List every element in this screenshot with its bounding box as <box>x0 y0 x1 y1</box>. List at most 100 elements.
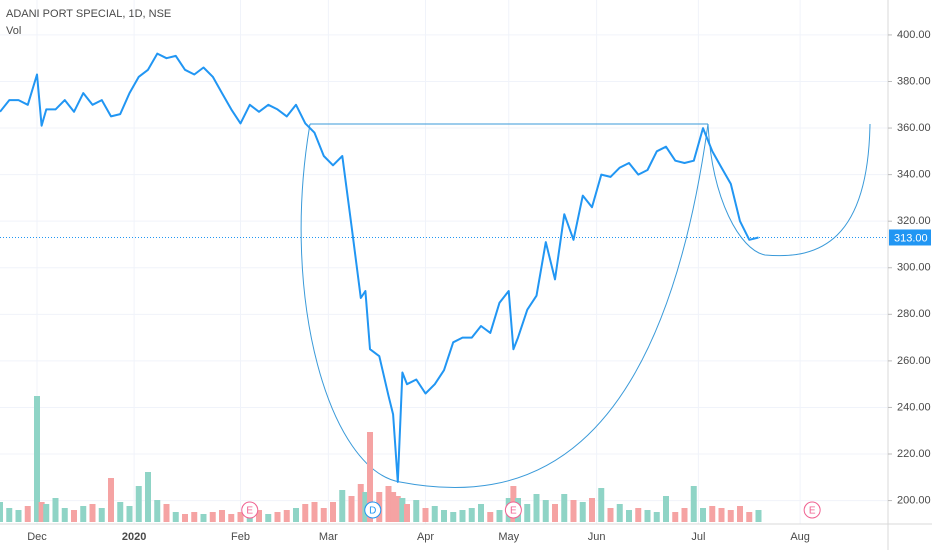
volume-bar <box>737 506 743 522</box>
volume-bar <box>441 510 447 522</box>
cup-drawing <box>300 123 871 489</box>
volume-bar <box>256 510 262 522</box>
y-tick-label: 200.00 <box>897 494 931 506</box>
volume-bar <box>755 510 762 522</box>
event-marker <box>241 501 259 519</box>
volume-bar <box>459 510 466 522</box>
volume-bar <box>108 478 114 522</box>
volume-bar <box>6 508 13 522</box>
volume-bar <box>727 510 734 522</box>
volume-bar <box>15 510 22 522</box>
x-tick-label: Apr <box>417 531 434 543</box>
volume-bar <box>191 512 198 522</box>
volume-bar <box>709 506 716 522</box>
last-price-box <box>889 229 931 246</box>
volume-bar <box>135 486 142 522</box>
event-marker <box>504 501 522 519</box>
volume-bar <box>468 508 475 522</box>
x-tick-label: Mar <box>319 531 338 543</box>
x-tick-label: Aug <box>790 531 810 543</box>
volume-bar <box>34 396 40 522</box>
volume-bar <box>487 512 494 522</box>
volume-bar <box>589 498 595 522</box>
volume-bar <box>496 510 503 522</box>
y-tick-label: 260.00 <box>897 355 931 367</box>
volume-bar <box>413 500 420 522</box>
y-tick-label: 320.00 <box>897 215 931 227</box>
volume-bar <box>237 512 244 522</box>
volume-bar <box>228 514 235 522</box>
volume-bar <box>274 512 281 522</box>
volume-bar <box>265 514 272 522</box>
volume-bar <box>478 504 484 522</box>
volume-bar <box>330 502 336 522</box>
event-label: E <box>510 506 517 517</box>
volume-bar <box>570 500 577 522</box>
y-tick-label: 240.00 <box>897 401 931 413</box>
volume-bar <box>422 508 429 522</box>
volume-bar <box>663 496 669 522</box>
volume-bar <box>71 510 77 522</box>
volume-bar <box>404 504 410 522</box>
volume-bar <box>154 500 161 522</box>
volume-bar <box>542 500 549 522</box>
volume-bar <box>163 504 170 522</box>
volume-bar <box>38 502 45 522</box>
volume-bar <box>182 514 188 522</box>
y-tick-label: 400.00 <box>897 29 931 41</box>
volume-bar <box>644 510 651 522</box>
volume-bar <box>598 488 605 522</box>
y-tick-label: 340.00 <box>897 169 931 181</box>
volume-bar <box>681 508 688 522</box>
volume-bar <box>524 504 531 522</box>
volume-bar <box>302 504 309 522</box>
event-marker <box>364 501 382 519</box>
volume-bar <box>61 508 68 522</box>
x-tick-label: Jul <box>691 531 705 543</box>
volume-bar <box>0 502 3 522</box>
volume-bar <box>616 504 623 522</box>
volume-bar <box>533 494 540 522</box>
volume-bar <box>98 508 105 522</box>
volume-bar <box>579 502 586 522</box>
volume-bar <box>672 512 679 522</box>
y-tick-label: 280.00 <box>897 308 931 320</box>
volume-bar <box>200 514 207 522</box>
event-label: D <box>369 506 376 517</box>
x-tick-label: Dec <box>27 531 47 543</box>
volume-bar <box>339 490 346 522</box>
x-tick-label: Jun <box>588 531 606 543</box>
volume-bar <box>43 504 50 522</box>
x-tick-label: Feb <box>231 531 250 543</box>
volume-bar <box>399 498 406 522</box>
volume-bar <box>357 484 364 522</box>
y-tick-label: 360.00 <box>897 122 931 134</box>
volume-bar <box>80 506 87 522</box>
event-label: E <box>809 506 816 517</box>
volume-bar <box>450 512 457 522</box>
volume-bar <box>209 512 216 522</box>
volume-bar <box>653 512 660 522</box>
volume-bar <box>311 502 318 522</box>
volume-bar <box>283 510 290 522</box>
volume-bar <box>348 496 355 522</box>
volume-bar <box>172 512 179 522</box>
volume-bar <box>219 510 225 522</box>
volume-bar <box>431 506 438 522</box>
chart-title: ADANI PORT SPECIAL, 1D, NSE <box>6 8 171 20</box>
volume-bar <box>117 502 124 522</box>
volume-bar <box>89 504 96 522</box>
volume-bar <box>390 492 397 522</box>
volume-bar <box>561 494 568 522</box>
volume-bar <box>626 510 632 522</box>
y-tick-label: 220.00 <box>897 448 931 460</box>
volume-bar <box>607 508 614 522</box>
last-price-label: 313.00 <box>894 232 928 244</box>
y-tick-label: 300.00 <box>897 262 931 274</box>
volume-bar <box>293 508 299 522</box>
volume-bar <box>552 504 558 522</box>
x-tick-label: 2020 <box>122 531 146 543</box>
volume-bar <box>700 508 706 522</box>
